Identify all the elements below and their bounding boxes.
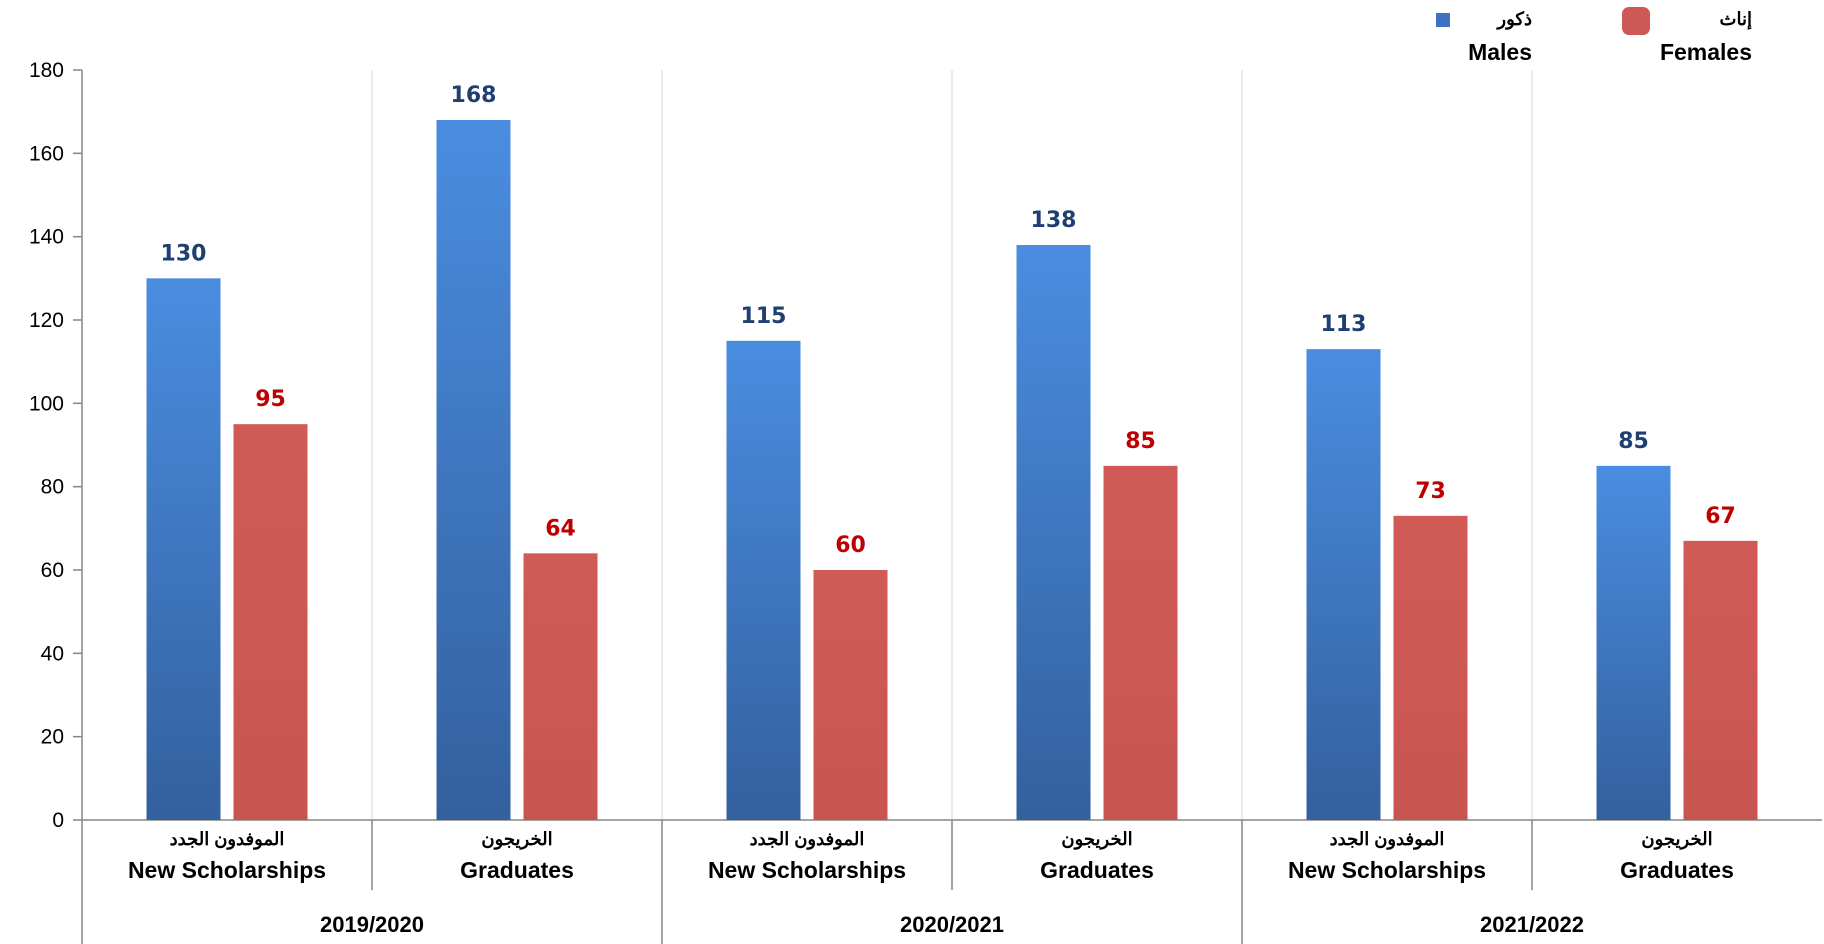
y-tick-label: 100 <box>29 392 64 415</box>
value-labels: 130 168 115 138 113 85 95 64 60 85 73 67 <box>161 83 1736 558</box>
grid-lines <box>371 70 1533 820</box>
bar-males-4 <box>1016 245 1091 820</box>
legend-label-females-ar: إناث <box>1720 9 1752 30</box>
data-label-females: 85 <box>1125 429 1156 454</box>
bar-males-6 <box>1596 465 1671 820</box>
category-label-en: New Scholarships <box>1288 857 1486 883</box>
y-tick-label: 120 <box>29 309 64 332</box>
category-label-ar: الخريجون <box>1061 829 1132 850</box>
category-label-ar: الموفدون الجدد <box>170 829 285 850</box>
y-tick-label: 60 <box>41 559 64 582</box>
legend-swatch-males <box>1436 13 1450 27</box>
bars <box>146 120 1758 820</box>
category-axis: الموفدون الجدد New Scholarships الخريجون Gr… <box>128 820 1734 944</box>
group-label: 2020/2021 <box>900 912 1004 937</box>
category-label-en: Graduates <box>1620 857 1734 883</box>
data-label-females: 73 <box>1415 479 1446 504</box>
data-label-males: 138 <box>1031 208 1077 233</box>
y-tick-label: 80 <box>41 476 64 499</box>
legend-label-females: Females <box>1660 39 1752 65</box>
bar-males-5 <box>1306 349 1381 820</box>
y-tick-label: 160 <box>29 142 64 165</box>
bar-females-2 <box>523 553 598 820</box>
bar-females-3 <box>813 570 888 820</box>
y-tick-label: 180 <box>29 59 64 82</box>
y-tick-label: 20 <box>41 726 64 749</box>
bar-females-6 <box>1683 540 1758 820</box>
legend-label-males-ar: ذكور <box>1495 9 1532 30</box>
group-label: 2021/2022 <box>1480 912 1584 937</box>
data-label-males: 130 <box>161 241 207 266</box>
category-label-ar: الموفدون الجدد <box>750 829 865 850</box>
data-label-females: 64 <box>545 516 576 541</box>
bar-females-1 <box>233 424 308 820</box>
data-label-females: 95 <box>255 387 286 412</box>
category-label-en: Graduates <box>1040 857 1154 883</box>
category-label-ar: الخريجون <box>1641 829 1712 850</box>
data-label-males: 115 <box>741 304 787 329</box>
data-label-females: 67 <box>1705 504 1736 529</box>
data-label-males: 113 <box>1321 312 1367 337</box>
axes: 0 20 40 60 80 100 120 140 160 180 <box>29 59 1822 944</box>
bar-males-2 <box>436 120 511 820</box>
category-label-ar: الخريجون <box>481 829 552 850</box>
category-label-ar: الموفدون الجدد <box>1330 829 1445 850</box>
y-tick-label: 40 <box>41 642 64 665</box>
legend-label-males: Males <box>1468 39 1532 65</box>
bar-males-3 <box>726 340 801 820</box>
category-label-en: Graduates <box>460 857 574 883</box>
category-label-en: New Scholarships <box>708 857 906 883</box>
y-tick-label: 140 <box>29 226 64 249</box>
data-label-males: 168 <box>451 83 497 108</box>
category-label-en: New Scholarships <box>128 857 326 883</box>
bar-females-5 <box>1393 515 1468 820</box>
y-tick-label: 0 <box>52 809 64 832</box>
bar-females-4 <box>1103 465 1178 820</box>
data-label-males: 85 <box>1618 429 1649 454</box>
data-label-females: 60 <box>835 533 866 558</box>
legend-swatch-females <box>1622 7 1650 35</box>
bar-males-1 <box>146 278 221 820</box>
legend: ذكور Males إناث Females <box>1436 7 1752 65</box>
group-label: 2019/2020 <box>320 912 424 937</box>
